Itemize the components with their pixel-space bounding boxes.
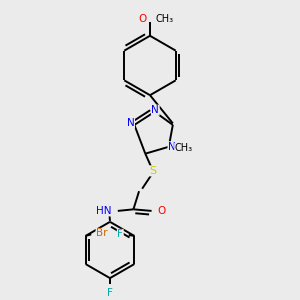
Text: O: O	[138, 14, 146, 24]
Text: S: S	[150, 166, 157, 176]
Text: HN: HN	[96, 206, 112, 216]
Text: O: O	[158, 206, 166, 216]
Text: CH₃: CH₃	[156, 14, 174, 24]
Text: CH₃: CH₃	[175, 143, 193, 153]
Text: N: N	[127, 118, 134, 128]
Text: N: N	[168, 142, 176, 152]
Text: N: N	[152, 105, 159, 115]
Text: F: F	[117, 230, 123, 239]
Text: F: F	[107, 288, 113, 298]
Text: Br: Br	[96, 228, 108, 239]
